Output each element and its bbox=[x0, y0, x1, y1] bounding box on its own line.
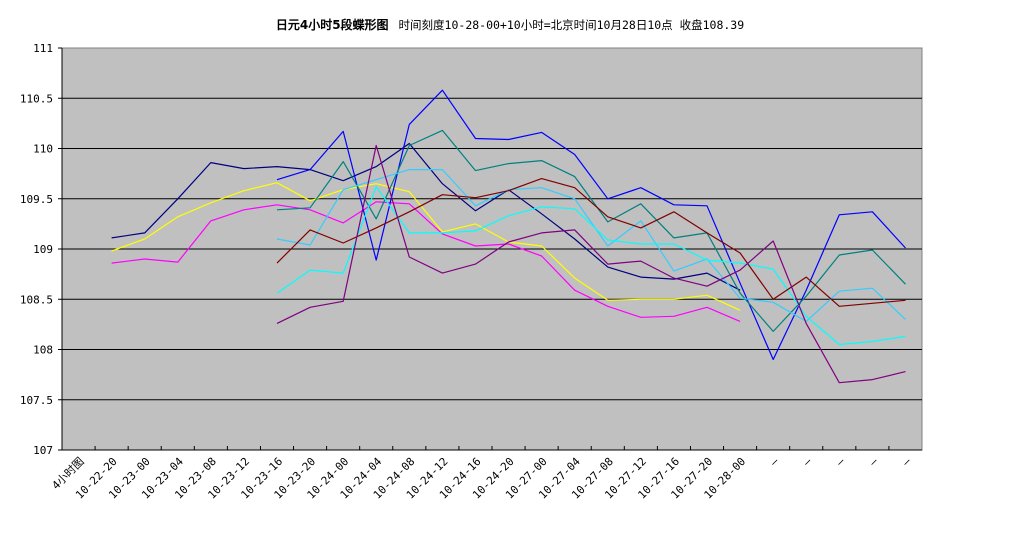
y-tick-label: 108 bbox=[33, 344, 53, 357]
chart-title-subtitle: 时间刻度10-28-00+10小时=北京时间10月28日10点 收盘108.39 bbox=[398, 18, 745, 32]
y-tick-label: 107 bbox=[33, 444, 53, 457]
data-series bbox=[111, 89, 906, 384]
series-line-teal bbox=[276, 129, 906, 332]
x-tick-label: — bbox=[867, 455, 881, 469]
chart-title-main: 日元4小时5段蝶形图 bbox=[275, 18, 389, 32]
y-tick-label: 107.5 bbox=[20, 394, 53, 407]
series-line-yellow bbox=[111, 182, 741, 311]
x-tick-label: — bbox=[767, 455, 781, 469]
y-tick-label: 109 bbox=[33, 243, 53, 256]
y-axis-ticks: 107 107.5 108 108.5 109 109.5 110 110.5 111 bbox=[20, 42, 62, 457]
series-line-sky-blue bbox=[276, 169, 906, 322]
x-tick-label: — bbox=[834, 455, 848, 469]
series-line-navy bbox=[111, 142, 741, 291]
series-line-purple bbox=[276, 144, 906, 384]
x-axis-ticks: 4小时图10-22-2010-23-0010-23-0410-23-0810-2… bbox=[49, 446, 914, 502]
chart-title: 日元4小时5段蝶形图 时间刻度10-28-00+10小时=北京时间10月28日10… bbox=[0, 16, 1020, 33]
x-tick-label: — bbox=[800, 455, 814, 469]
y-tick-label: 108.5 bbox=[20, 293, 53, 306]
y-tick-label: 109.5 bbox=[20, 193, 53, 206]
y-tick-label: 110.5 bbox=[20, 92, 53, 105]
series-line-maroon bbox=[276, 178, 906, 307]
series-line-magenta bbox=[111, 201, 741, 322]
y-tick-label: 110 bbox=[33, 143, 53, 156]
y-tick-label: 111 bbox=[33, 42, 53, 55]
x-tick-label: — bbox=[900, 455, 914, 469]
gridlines bbox=[62, 97, 922, 401]
